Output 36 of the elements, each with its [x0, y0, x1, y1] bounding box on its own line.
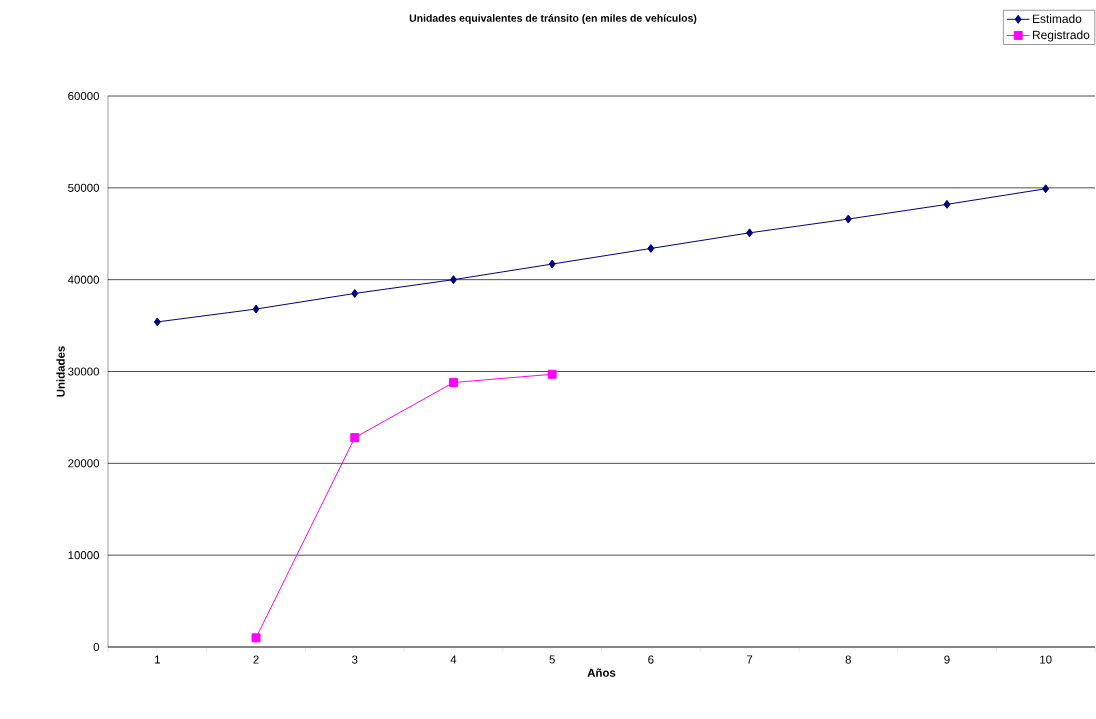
point	[647, 243, 655, 253]
point	[448, 378, 458, 387]
x-tick-label: 4	[450, 655, 457, 664]
x-axis-title: Años	[587, 668, 616, 677]
y-tick-label: 10000	[68, 551, 100, 560]
x-tick-label: 5	[549, 655, 555, 664]
y-tick-label: 20000	[68, 459, 100, 468]
x-tick-label: 6	[648, 655, 654, 664]
y-tick-label: 50000	[68, 183, 100, 192]
y-tick-label: 60000	[68, 91, 100, 101]
x-tick-label: 7	[746, 655, 753, 664]
y-tick-label: 30000	[68, 367, 100, 376]
point	[943, 199, 951, 209]
y-tick-label: 40000	[67, 275, 100, 284]
x-tick-label: 10	[1040, 655, 1052, 664]
point	[153, 317, 161, 327]
point	[252, 304, 260, 314]
point	[1042, 184, 1050, 194]
x-tick-label: 1	[155, 655, 160, 664]
point	[844, 214, 852, 224]
point	[547, 369, 557, 379]
x-tick-label: 8	[845, 655, 851, 664]
x-tick-label: 9	[944, 655, 950, 664]
x-tick-label: 2	[253, 655, 259, 664]
point	[449, 275, 457, 285]
chart-title: Unidades equivalentes de tránsito (en miles de vehículos)	[409, 14, 697, 24]
legend-label: Registrado	[1033, 30, 1090, 42]
point	[351, 288, 359, 298]
point	[251, 633, 261, 643]
point	[746, 228, 754, 238]
x-tick-label: 3	[352, 655, 358, 664]
point	[548, 259, 556, 269]
y-axis-title: Unidades	[56, 346, 65, 397]
legend-label: Estimado	[1033, 14, 1082, 23]
point	[350, 433, 360, 443]
y-tick-label: 0	[93, 642, 100, 652]
